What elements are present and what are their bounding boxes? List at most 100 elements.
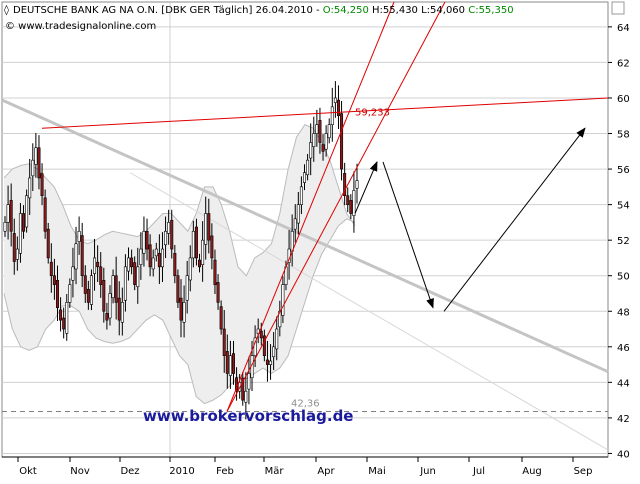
envelope-lower-line: [3, 218, 356, 405]
candle-body: [34, 147, 38, 165]
candle-body: [148, 244, 152, 268]
candle-body: [228, 355, 232, 376]
red-channel-upper-line: [226, 1, 395, 412]
candle-body: [160, 248, 164, 268]
y-tick-label: 60: [617, 94, 630, 105]
candle-body: [93, 257, 97, 274]
candle-body: [222, 328, 226, 356]
y-tick-label: 52: [617, 236, 630, 247]
y-tick-label: 62: [617, 58, 630, 69]
watermark-text: www.brokervorschlag.de: [143, 407, 353, 425]
candle-body: [114, 275, 118, 303]
candle-body: [89, 275, 93, 305]
candle-body: [204, 213, 208, 245]
header-source: © www.tradesignalonline.com: [5, 21, 156, 32]
candle-body: [179, 297, 183, 321]
candle-body: [83, 275, 87, 294]
gray-downtrend-line: [1, 98, 609, 374]
candle-body: [330, 106, 334, 125]
candle-body: [185, 275, 189, 301]
x-tick-label: Nov: [70, 466, 90, 477]
candle-body: [259, 330, 263, 339]
candle-body: [219, 306, 223, 330]
candle-body: [120, 302, 124, 323]
y-tick-label: 46: [617, 343, 630, 354]
x-tick-label: Feb: [216, 466, 234, 477]
projection-arrow: [382, 161, 434, 309]
candle-body: [318, 120, 322, 143]
candlesticks: [3, 81, 359, 420]
envelope-upper-line: [3, 124, 356, 277]
candle-body: [49, 261, 53, 277]
candle-body: [68, 284, 72, 303]
x-tick-label: Mai: [368, 466, 386, 477]
candle-body: [306, 159, 310, 176]
candle-body: [133, 262, 137, 285]
candle-body: [43, 197, 47, 232]
y-tick-label: 54: [617, 201, 630, 212]
y-tick-label: 58: [617, 130, 630, 141]
candle-body: [241, 377, 245, 401]
candle-body: [86, 288, 90, 303]
candle-body: [71, 266, 75, 281]
y-tick-label: 40: [617, 449, 630, 460]
candle-body: [281, 284, 285, 316]
scroll-up-button[interactable]: [611, 1, 625, 15]
header-line: DEUTSCHE BANK AG NA O.N. [DBK GER Täglic…: [13, 5, 514, 16]
candle-body: [340, 113, 344, 170]
candle-body: [96, 261, 100, 268]
candle-body: [157, 253, 161, 268]
resistance-line: [41, 97, 609, 129]
candle-body: [123, 266, 127, 301]
x-tick-label: Jun: [419, 466, 436, 477]
y-tick-label: 56: [617, 165, 630, 176]
candle-body: [65, 302, 69, 334]
candle-body: [269, 360, 273, 365]
candle-body: [182, 302, 186, 323]
x-tick-label: Jul: [472, 466, 485, 477]
candle-body: [130, 257, 134, 268]
candle-body: [296, 204, 300, 224]
candle-body: [355, 180, 359, 189]
candle-body: [290, 230, 294, 252]
envelope-band: [3, 124, 356, 405]
y-tick-label: 50: [617, 272, 630, 283]
candle-body: [349, 200, 353, 214]
candle-body: [173, 253, 177, 277]
x-tick-label: Apr: [317, 466, 335, 477]
candle-body: [59, 309, 63, 321]
candle-body: [346, 195, 350, 205]
candle-body: [275, 328, 279, 350]
candle-body: [74, 243, 78, 270]
red-channel-lower-line: [226, 1, 446, 412]
candle-body: [108, 293, 112, 319]
x-tick-label: Aug: [522, 466, 542, 477]
candle-body: [303, 172, 307, 183]
candle-body: [52, 275, 56, 285]
candle-body: [194, 226, 198, 259]
candle-body: [117, 297, 121, 321]
y-axis: 40 42 44 46 48 50 52 54 56 58 60 62 64: [608, 23, 630, 460]
candle-body: [312, 133, 316, 147]
candle-body: [40, 173, 44, 197]
candle-body: [299, 186, 303, 205]
candle-body: [102, 280, 106, 312]
header-instrument: DEUTSCHE BANK AG NA O.N. [DBK GER Täglic…: [13, 5, 323, 16]
value-annotation: 59,233: [355, 108, 390, 119]
candle-body: [3, 222, 7, 232]
candle-body: [111, 275, 115, 299]
candle-body: [55, 280, 59, 309]
candle-body: [6, 204, 10, 223]
candle-body: [309, 142, 313, 159]
candle-body: [201, 239, 205, 265]
candle-body: [198, 259, 202, 268]
candle-body: [210, 235, 214, 259]
candle-body: [272, 346, 276, 358]
candle-body: [31, 159, 35, 177]
candle-body: [333, 97, 337, 103]
candle-body: [225, 351, 229, 374]
candle-body: [207, 213, 211, 241]
x-tick-label: Mär: [265, 466, 285, 477]
candle-body: [77, 230, 81, 242]
